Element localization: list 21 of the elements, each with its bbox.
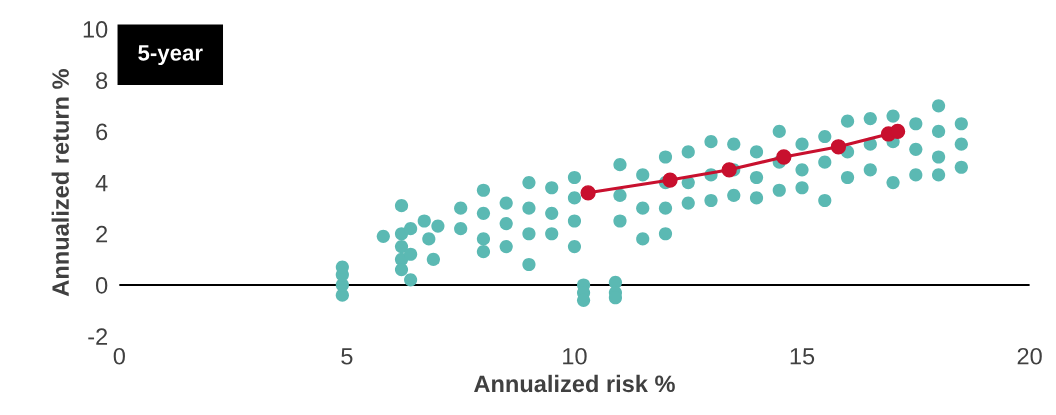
x-axis-title: Annualized risk % [474, 374, 675, 393]
point [776, 149, 792, 165]
x-tick-label: 5 [341, 348, 353, 365]
y-tick-label: 0 [96, 277, 108, 294]
y-tick-label: 4 [95, 174, 108, 192]
y-axis-title: Annualized return % [51, 69, 69, 297]
x-tick-label: 15 [790, 348, 815, 365]
point [662, 172, 678, 188]
x-tick-label: 10 [563, 347, 587, 365]
y-tick-label: 10 [83, 21, 108, 38]
y-tick-label: -2 [88, 328, 108, 345]
y-tick-label: 8 [96, 72, 108, 90]
annotation: 5-year [138, 45, 203, 66]
point [889, 123, 906, 140]
point [830, 139, 847, 155]
point [580, 185, 596, 201]
y-tick-label: 2 [96, 225, 108, 243]
y-tick-label: 6 [96, 123, 108, 141]
x-tick-label: 20 [1017, 347, 1042, 365]
x-tick-label: 0 [113, 347, 125, 365]
point [721, 162, 737, 178]
